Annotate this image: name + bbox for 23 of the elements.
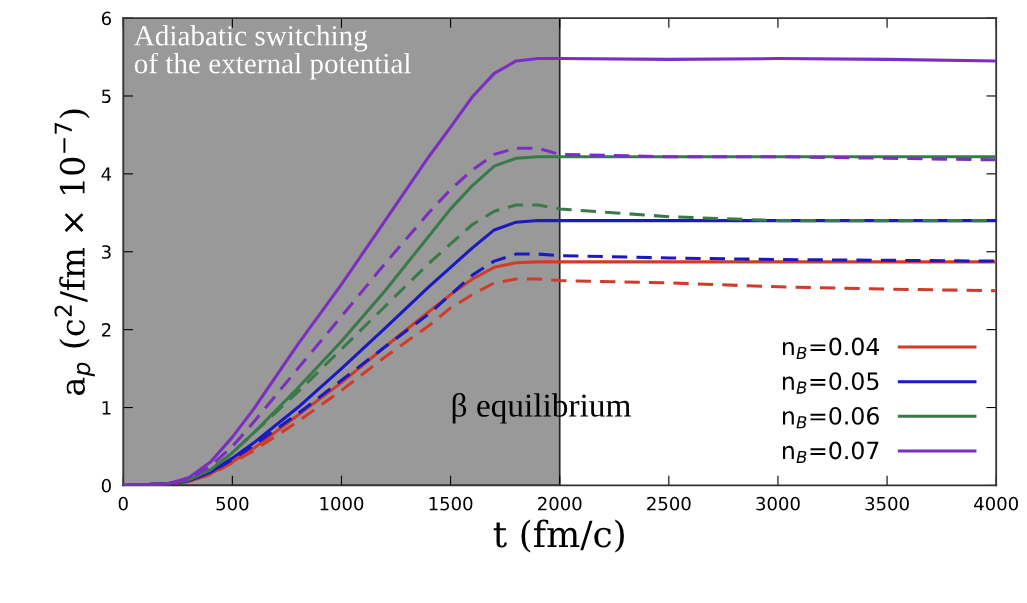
x-tick-label: 1000 [320,496,364,511]
legend-label: n$_{B}$=0.07 [783,441,879,463]
y-tick-label: 1 [102,401,111,415]
x-tick-label: 2500 [647,496,691,511]
y-tick-label: 6 [101,11,111,26]
x-tick-label: 3000 [756,496,800,511]
band-label: Adiabatic switching of the external potential [134,25,411,80]
x-tick-label: 0 [118,496,128,511]
y-tick-label: 2 [101,323,111,337]
y-tick-label: 0 [101,478,111,493]
y-tick-label: 5 [102,89,111,104]
x-tick-label: 500 [216,496,249,511]
legend-label: n$_{B}$=0.05 [783,372,879,394]
y-tick-label: 4 [101,167,112,181]
y-axis-title: a$_{p}$ (c$^{2}$/fm × 10$^{−7}$) [54,109,95,395]
legend-label: n$_{B}$=0.06 [783,406,879,429]
legend-label: n$_{B}$=0.04 [783,337,880,359]
x-tick-label: 2000 [538,496,582,511]
x-tick-label: 3500 [865,496,909,511]
x-tick-label: 4000 [974,496,1018,511]
y-tick-label: 3 [102,245,111,259]
x-tick-label: 1500 [429,496,473,511]
x-axis-title: t (fm/c) [493,519,624,553]
